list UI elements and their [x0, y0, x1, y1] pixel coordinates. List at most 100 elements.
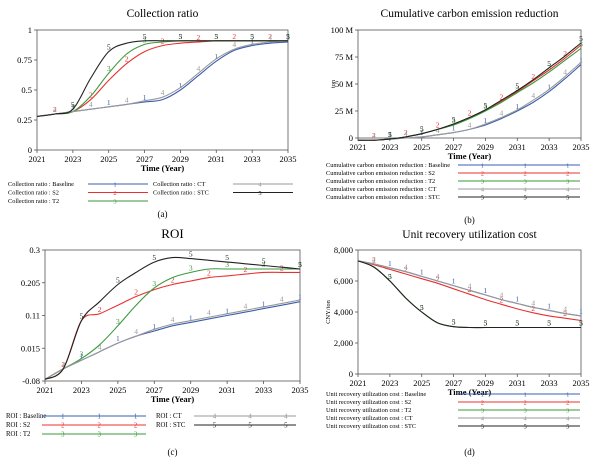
series-marker: 1 [189, 313, 193, 322]
series-marker: 4 [61, 360, 65, 369]
series-marker: 2 [125, 55, 129, 64]
series-marker: 5 [214, 32, 218, 41]
legend-marker: 5 [523, 424, 526, 431]
series-marker: 2 [98, 305, 102, 314]
legend-label: ROI : CT [156, 413, 183, 420]
series-marker: 5 [189, 250, 193, 259]
series-marker: 2 [499, 92, 503, 101]
series-marker: 4 [134, 327, 138, 336]
x-tick-label: 2035 [292, 385, 309, 395]
x-tick-label: 2029 [477, 378, 494, 388]
y-tick-label: 0.25 [17, 115, 32, 125]
series-marker: 1 [116, 334, 120, 343]
legend-marker: 2 [134, 423, 138, 430]
legend-marker: 1 [481, 163, 484, 170]
x-tick-label: 2033 [541, 378, 558, 388]
series-marker: 5 [484, 319, 488, 328]
series-marker: 2 [268, 32, 272, 41]
series-marker: 2 [372, 131, 376, 140]
series-line-4 [357, 260, 582, 317]
legend-label: ROI : Baseline [6, 413, 46, 420]
series-marker: 3 [286, 32, 290, 41]
legend-marker: 3 [566, 408, 569, 415]
x-tick-label: 2029 [182, 385, 199, 395]
x-axis-label: Time (Year) [151, 394, 195, 404]
series-marker: 4 [531, 91, 535, 100]
series-marker: 4 [207, 308, 211, 317]
series-marker: 5 [116, 275, 120, 284]
y-tick-label: 0.5 [21, 85, 32, 95]
series-marker: 2 [207, 269, 211, 278]
series-line-2 [357, 260, 582, 322]
series-marker: 4 [98, 343, 102, 352]
series-marker: 5 [286, 32, 290, 41]
series-marker: 4 [268, 33, 272, 42]
legend-marker: 2 [566, 171, 569, 178]
series-marker: 1 [484, 116, 488, 125]
panel-label: (d) [464, 447, 475, 457]
x-tick-label: 2023 [381, 142, 398, 152]
series-marker: 2 [196, 33, 200, 42]
legend-marker: 5 [523, 195, 526, 202]
y-tick-label: 1 [28, 25, 32, 35]
x-tick-label: 2023 [64, 154, 81, 164]
y-tick-label: 75 M [335, 52, 354, 62]
series-marker: 3 [452, 116, 456, 125]
series-marker: 3 [71, 103, 75, 112]
x-tick-label: 2021 [37, 385, 54, 395]
series-marker: 5 [452, 318, 456, 327]
legend-label: Cumulative carbon emission reduction : B… [326, 162, 450, 169]
legend-label: Unit recovery utilization cost : STC [326, 423, 416, 430]
series-marker: 1 [80, 351, 84, 360]
y-tick-label: 2,000 [334, 338, 353, 348]
panel-label: (b) [464, 215, 475, 225]
series-marker: 3 [179, 32, 183, 41]
series-marker: 1 [143, 93, 147, 102]
series-marker: 1 [452, 124, 456, 133]
series-marker: 4 [372, 131, 376, 140]
legend-marker: 1 [113, 182, 116, 189]
series-marker: 4 [232, 40, 236, 49]
series-marker: 4 [171, 315, 175, 324]
legend-marker: 1 [566, 392, 569, 399]
series-marker: 5 [388, 130, 392, 139]
legend-marker: 4 [481, 187, 485, 194]
y-tick-label: 4,000 [334, 307, 353, 317]
y-tick-label: 0.75 [17, 55, 32, 65]
x-tick-label: 2021 [29, 154, 46, 164]
x-tick-label: 2027 [136, 154, 153, 164]
y-tick-label: 0.205 [21, 278, 40, 288]
x-tick-label: 2025 [100, 154, 117, 164]
legend-marker: 1 [61, 414, 64, 421]
series-marker: 1 [515, 102, 519, 111]
series-marker: 3 [388, 130, 392, 139]
legend-marker: 3 [134, 432, 138, 439]
series-marker: 3 [80, 350, 84, 359]
series-marker: 2 [436, 274, 440, 283]
legend-marker: 5 [566, 424, 569, 431]
series-marker: 3 [484, 319, 488, 328]
series-marker: 1 [452, 277, 456, 286]
x-tick-label: 2029 [172, 154, 189, 164]
legend-label: Unit recovery utilization cost : T2 [326, 407, 411, 414]
y-tick-label: 100 M [331, 25, 354, 35]
panel-label: (c) [168, 447, 178, 457]
series-marker: 5 [262, 257, 266, 266]
series-marker: 2 [531, 304, 535, 313]
x-tick-label: 2035 [573, 142, 590, 152]
series-marker: 3 [116, 317, 120, 326]
series-line-5 [357, 42, 582, 141]
series-marker: 2 [243, 265, 247, 274]
series-marker: 3 [189, 263, 193, 272]
x-tick-label: 2021 [350, 378, 367, 388]
series-marker: 3 [298, 260, 302, 269]
chart-panel-2: Cumulative carbon emission reduction 0 25 … [326, 8, 590, 225]
series-marker: 4 [468, 281, 472, 290]
x-tick-label: 2027 [146, 385, 163, 395]
x-tick-label: 2031 [509, 142, 526, 152]
series-marker: 3 [250, 32, 254, 41]
x-tick-label: 2031 [219, 385, 236, 395]
legend-marker: 3 [481, 179, 484, 186]
legend-marker: 2 [566, 400, 569, 407]
series-marker: 3 [262, 260, 266, 269]
